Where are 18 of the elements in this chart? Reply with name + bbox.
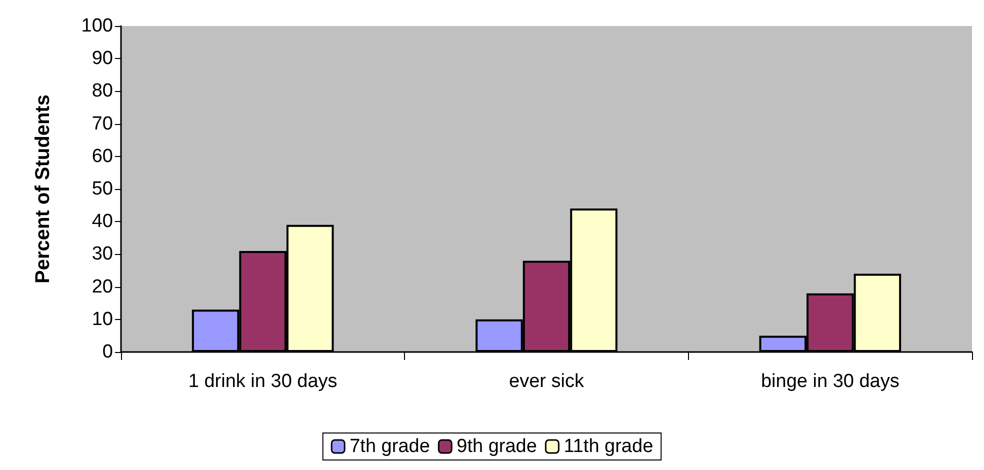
x-tick-label: binge in 30 days [760, 371, 900, 392]
legend-label: 7th grade [350, 436, 430, 457]
y-tick-label: 20 [92, 276, 113, 298]
y-tick-label: 100 [81, 16, 113, 36]
y-tick-label: 90 [92, 48, 113, 70]
x-tick-label: ever sick [509, 371, 584, 392]
legend-label: 9th grade [456, 436, 537, 457]
y-tick-label: 50 [92, 178, 113, 200]
y-tick-label: 80 [92, 80, 113, 102]
y-tick-label: 0 [102, 342, 113, 362]
y-tick-label: 70 [92, 113, 113, 134]
legend-label: 11th grade [564, 436, 654, 457]
y-axis-title: Percent of Students [32, 94, 54, 284]
y-tick-label: 10 [92, 308, 113, 330]
x-tick-label: 1 drink in 30 days [188, 371, 338, 392]
y-tick-label: 30 [92, 244, 113, 265]
y-tick-label: 60 [92, 146, 113, 167]
y-tick-label: 40 [92, 211, 113, 232]
